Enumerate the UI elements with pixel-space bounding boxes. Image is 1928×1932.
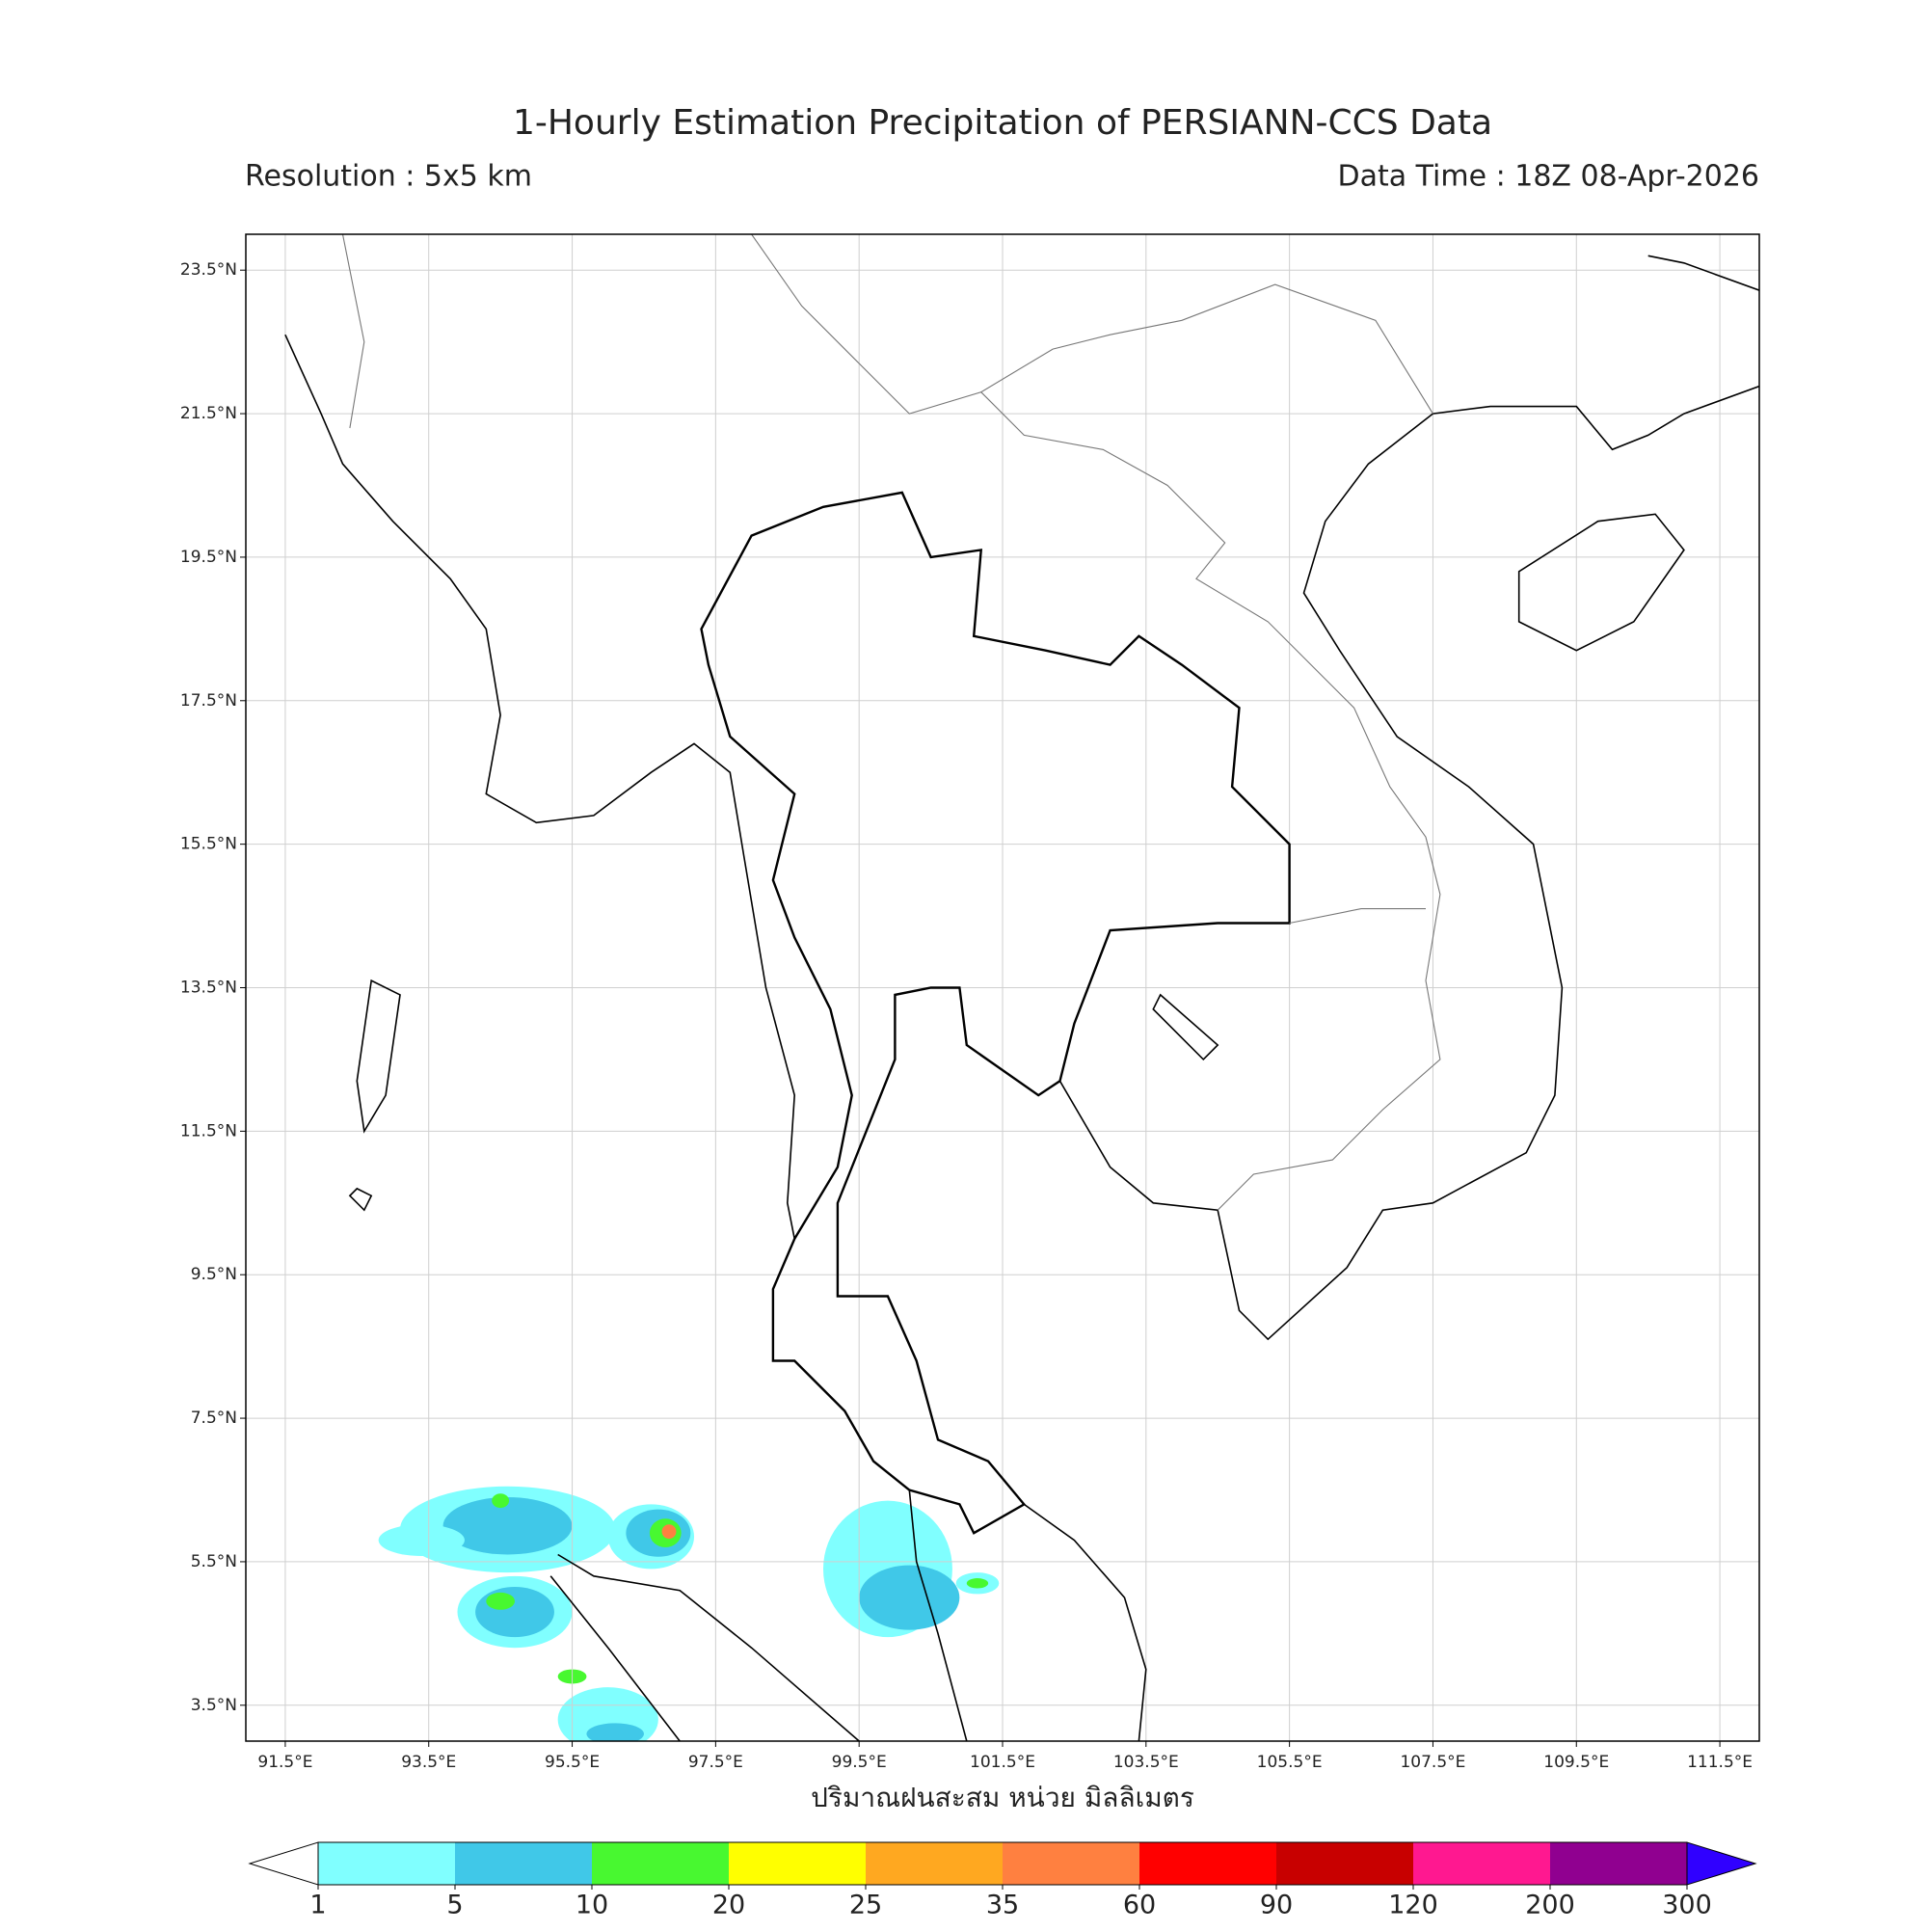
colorbar-label: 35 xyxy=(986,1891,1019,1920)
coastline xyxy=(1517,513,1685,652)
colorbar-label: 120 xyxy=(1388,1891,1438,1920)
colorbar-label: 200 xyxy=(1525,1891,1575,1920)
thailand xyxy=(700,491,1291,1535)
colorbar-label: 25 xyxy=(849,1891,882,1920)
y-tick-label: 19.5°N xyxy=(180,548,237,567)
coastline xyxy=(557,1553,860,1741)
x-tick-label: 91.5°E xyxy=(257,1753,312,1772)
colorbar-box xyxy=(866,1842,1004,1885)
precip-area xyxy=(378,1524,465,1556)
precip-area xyxy=(966,1578,989,1589)
x-tick-label: 109.5°E xyxy=(1543,1753,1609,1772)
colorbar-box xyxy=(318,1842,456,1885)
colorbar-under xyxy=(248,1841,319,1886)
x-tick-label: 103.5°E xyxy=(1113,1753,1179,1772)
country-border xyxy=(1289,908,1426,925)
x-tick-label: 93.5°E xyxy=(401,1753,456,1772)
x-tick-label: 107.5°E xyxy=(1400,1753,1465,1772)
colorbar-box xyxy=(455,1842,593,1885)
x-tick-label: 99.5°E xyxy=(832,1753,887,1772)
precip-area xyxy=(486,1592,516,1610)
coastline xyxy=(284,334,796,1240)
colorbar-box xyxy=(1003,1842,1140,1885)
colorbar-over xyxy=(1686,1841,1757,1886)
colorbar-box xyxy=(1139,1842,1277,1885)
colorbar-label: 20 xyxy=(712,1891,745,1920)
y-tick-label: 13.5°N xyxy=(180,979,237,998)
colorbar-box xyxy=(1276,1842,1414,1885)
country-border xyxy=(341,234,365,429)
coastline xyxy=(549,1575,681,1741)
country-border xyxy=(751,234,1433,415)
x-tick-label: 111.5°E xyxy=(1687,1753,1753,1772)
colorbar-label: 60 xyxy=(1123,1891,1156,1920)
colorbar-label: 1 xyxy=(309,1891,326,1920)
colorbar-label: 10 xyxy=(576,1891,608,1920)
y-tick-label: 5.5°N xyxy=(191,1552,237,1571)
coastline xyxy=(348,1187,373,1212)
precip-area xyxy=(586,1723,644,1741)
precip-area xyxy=(661,1524,677,1540)
coastline xyxy=(1647,255,1759,292)
y-tick-label: 9.5°N xyxy=(191,1265,237,1284)
x-tick-label: 97.5°E xyxy=(688,1753,743,1772)
y-tick-label: 23.5°N xyxy=(180,260,237,280)
colorbar-label: 300 xyxy=(1662,1891,1712,1920)
x-tick-label: 95.5°E xyxy=(545,1753,600,1772)
precip-area xyxy=(492,1493,510,1509)
title: 1-Hourly Estimation Precipitation of PER… xyxy=(513,103,1492,143)
map-content xyxy=(246,234,1759,1741)
y-tick-label: 3.5°N xyxy=(191,1696,237,1715)
y-tick-label: 15.5°N xyxy=(180,835,237,854)
colorbar-box xyxy=(1550,1842,1688,1885)
coastline xyxy=(1023,1503,1147,1741)
y-tick-label: 17.5°N xyxy=(180,691,237,711)
precip-area xyxy=(442,1496,573,1555)
map-layer xyxy=(245,233,1760,1742)
y-tick-label: 7.5°N xyxy=(191,1409,237,1428)
precip-area xyxy=(475,1586,554,1638)
x-axis-label: ปริมาณฝนสะสม หน่วย มิลลิเมตร xyxy=(811,1782,1194,1813)
colorbar-box xyxy=(592,1842,730,1885)
colorbar-box xyxy=(1413,1842,1551,1885)
country-border xyxy=(980,391,1441,1211)
coastline xyxy=(1152,993,1219,1061)
colorbar-box xyxy=(729,1842,867,1885)
precip-area xyxy=(859,1565,960,1630)
x-tick-label: 105.5°E xyxy=(1257,1753,1323,1772)
colorbar-label: 90 xyxy=(1260,1891,1293,1920)
y-tick-label: 21.5°N xyxy=(180,404,237,423)
data-time: Data Time : 18Z 08-Apr-2026 xyxy=(1337,160,1759,194)
precip-area xyxy=(557,1687,658,1741)
coastline xyxy=(356,979,401,1134)
colorbar-label: 5 xyxy=(446,1891,463,1920)
coastline xyxy=(1058,385,1759,1341)
y-tick-label: 11.5°N xyxy=(180,1121,237,1140)
x-tick-label: 101.5°E xyxy=(970,1753,1035,1772)
subtitle: Resolution : 5x5 km xyxy=(245,160,532,194)
coastline xyxy=(908,1489,968,1741)
